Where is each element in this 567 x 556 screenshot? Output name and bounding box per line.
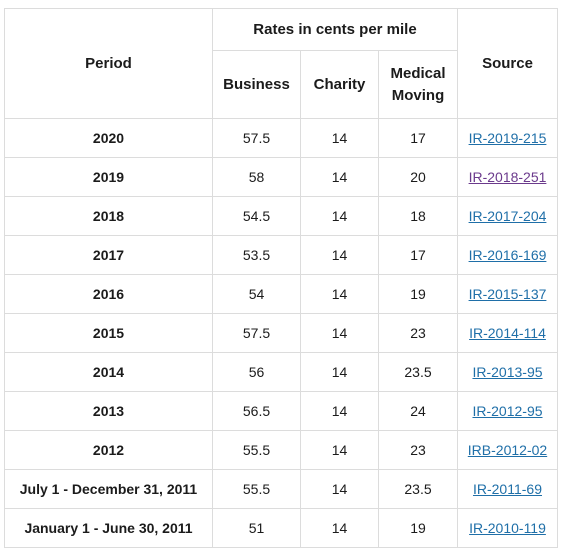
medical-moving-rate-cell: 20 xyxy=(378,157,458,197)
period-cell: 2020 xyxy=(4,118,213,158)
table-row: 2019 58 14 20 IR-2018-251 xyxy=(4,157,558,197)
table-row: 2013 56.5 14 24 IR-2012-95 xyxy=(4,391,558,431)
source-link[interactable]: IR-2018-251 xyxy=(468,169,547,185)
medical-moving-header: Medical Moving xyxy=(378,50,458,119)
source-cell: IR-2017-204 xyxy=(457,196,558,236)
charity-rate-cell: 14 xyxy=(300,508,379,548)
medical-moving-rate-cell: 17 xyxy=(378,235,458,275)
medical-moving-rate-cell: 19 xyxy=(378,508,458,548)
period-header: Period xyxy=(4,8,213,119)
source-link[interactable]: IR-2014-114 xyxy=(469,325,546,341)
period-cell: July 1 - December 31, 2011 xyxy=(4,469,213,509)
source-cell: IR-2016-169 xyxy=(457,235,558,275)
charity-rate-cell: 14 xyxy=(300,430,379,470)
rates-table-container: Period Rates in cents per mile Source Bu… xyxy=(4,8,558,548)
charity-rate-cell: 14 xyxy=(300,352,379,392)
source-cell: IRB-2012-02 xyxy=(457,430,558,470)
source-link[interactable]: IR-2017-204 xyxy=(468,208,547,224)
business-rate-cell: 58 xyxy=(212,157,301,197)
header-row-sub: Business Charity Medical Moving xyxy=(5,50,558,119)
business-rate-cell: 54.5 xyxy=(212,196,301,236)
table-row: July 1 - December 31, 2011 55.5 14 23.5 IR-2… xyxy=(4,469,558,509)
period-cell: 2013 xyxy=(4,391,213,431)
table-row: 2020 57.5 14 17 IR-2019-215 xyxy=(4,118,558,158)
business-rate-cell: 54 xyxy=(212,274,301,314)
source-cell: IR-2012-95 xyxy=(457,391,558,431)
source-link[interactable]: IR-2019-215 xyxy=(468,130,547,146)
medical-moving-rate-cell: 23.5 xyxy=(378,469,458,509)
medical-moving-rate-cell: 23.5 xyxy=(378,352,458,392)
medical-moving-rate-cell: 18 xyxy=(378,196,458,236)
period-cell: 2012 xyxy=(4,430,213,470)
charity-rate-cell: 14 xyxy=(300,118,379,158)
source-cell: IR-2011-69 xyxy=(457,469,558,509)
business-rate-cell: 57.5 xyxy=(212,118,301,158)
table-row: 2018 54.5 14 18 IR-2017-204 xyxy=(4,196,558,236)
charity-rate-cell: 14 xyxy=(300,274,379,314)
header-row-top: Period Rates in cents per mile Source xyxy=(4,8,558,119)
business-rate-cell: 51 xyxy=(212,508,301,548)
mileage-rates-table: Period Rates in cents per mile Source Bu… xyxy=(4,8,558,548)
source-cell: IR-2018-251 xyxy=(457,157,558,197)
table-row: 2017 53.5 14 17 IR-2016-169 xyxy=(4,235,558,275)
business-rate-cell: 53.5 xyxy=(212,235,301,275)
table-row: 2012 55.5 14 23 IRB-2012-02 xyxy=(4,430,558,470)
source-link[interactable]: IR-2016-169 xyxy=(468,247,547,263)
period-cell: 2017 xyxy=(4,235,213,275)
source-link[interactable]: IRB-2012-02 xyxy=(467,442,548,458)
medical-moving-rate-cell: 23 xyxy=(378,313,458,353)
medical-moving-rate-cell: 23 xyxy=(378,430,458,470)
source-link[interactable]: IR-2010-119 xyxy=(469,520,546,536)
moving-header-line: Moving xyxy=(391,86,445,104)
charity-header: Charity xyxy=(300,50,379,119)
period-cell: 2016 xyxy=(4,274,213,314)
source-link[interactable]: IR-2011-69 xyxy=(472,481,542,497)
table-body: 2020 57.5 14 17 IR-2019-215 2019 58 14 20 IR-2018… xyxy=(4,118,558,548)
charity-rate-cell: 14 xyxy=(300,157,379,197)
source-header: Source xyxy=(457,8,558,119)
business-rate-cell: 55.5 xyxy=(212,430,301,470)
source-cell: IR-2013-95 xyxy=(457,352,558,392)
business-rate-cell: 55.5 xyxy=(212,469,301,509)
source-link[interactable]: IR-2012-95 xyxy=(472,403,543,419)
period-cell: 2014 xyxy=(4,352,213,392)
source-cell: IR-2010-119 xyxy=(457,508,558,548)
table-row: 2015 57.5 14 23 IR-2014-114 xyxy=(4,313,558,353)
source-cell: IR-2015-137 xyxy=(457,274,558,314)
business-rate-cell: 57.5 xyxy=(212,313,301,353)
medical-moving-rate-cell: 19 xyxy=(378,274,458,314)
charity-rate-cell: 14 xyxy=(300,196,379,236)
source-link[interactable]: IR-2015-137 xyxy=(468,286,547,302)
source-cell: IR-2014-114 xyxy=(457,313,558,353)
charity-rate-cell: 14 xyxy=(300,469,379,509)
business-rate-cell: 56 xyxy=(212,352,301,392)
table-row: January 1 - June 30, 2011 51 14 19 IR-2010-1… xyxy=(4,508,558,548)
rates-group-header: Rates in cents per mile xyxy=(212,8,458,51)
charity-rate-cell: 14 xyxy=(300,235,379,275)
source-cell: IR-2019-215 xyxy=(457,118,558,158)
period-cell: 2019 xyxy=(4,157,213,197)
charity-rate-cell: 14 xyxy=(300,313,379,353)
source-link[interactable]: IR-2013-95 xyxy=(472,364,543,380)
medical-moving-rate-cell: 24 xyxy=(378,391,458,431)
business-header: Business xyxy=(212,50,301,119)
charity-rate-cell: 14 xyxy=(300,391,379,431)
table-row: 2016 54 14 19 IR-2015-137 xyxy=(4,274,558,314)
period-cell: January 1 - June 30, 2011 xyxy=(4,508,213,548)
period-cell: 2015 xyxy=(4,313,213,353)
business-rate-cell: 56.5 xyxy=(212,391,301,431)
period-cell: 2018 xyxy=(4,196,213,236)
table-row: 2014 56 14 23.5 IR-2013-95 xyxy=(4,352,558,392)
medical-header-line: Medical xyxy=(390,64,446,82)
medical-moving-rate-cell: 17 xyxy=(378,118,458,158)
